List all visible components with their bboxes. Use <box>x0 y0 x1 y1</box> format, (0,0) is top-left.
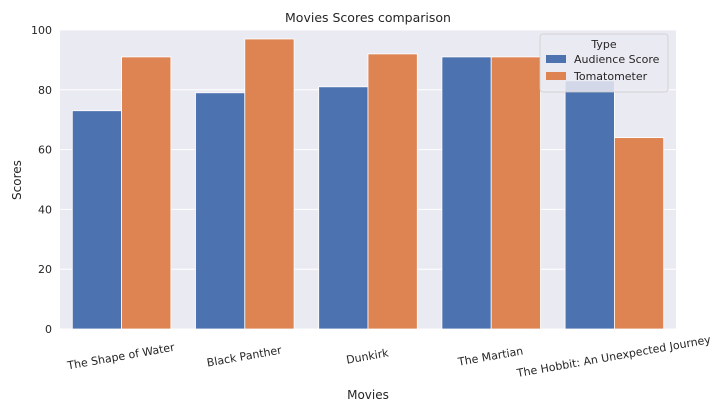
y-tick-labels: 0 20 40 60 80 100 <box>31 24 52 336</box>
x-axis-label: Movies <box>347 388 389 402</box>
bar-audience-score-3 <box>441 56 492 330</box>
x-tick-label: Dunkirk <box>345 346 390 366</box>
bar-tomatometer-2 <box>367 53 418 330</box>
bar-audience-score-1 <box>195 92 246 330</box>
x-tick-labels: The Shape of Water Black Panther Dunkirk Th… <box>65 333 712 380</box>
bar-audience-score-4 <box>564 80 615 330</box>
legend-frame <box>539 33 669 93</box>
y-tick-label: 0 <box>45 323 52 336</box>
x-tick-label: The Hobbit: An Unexpected Journey <box>515 333 712 380</box>
y-tick-label: 80 <box>38 84 52 97</box>
y-tick-label: 100 <box>31 24 52 37</box>
bar-audience-score-2 <box>318 86 369 330</box>
y-tick-label: 60 <box>38 144 52 157</box>
bars <box>71 38 665 330</box>
legend-label-tomatometer: Tomatometer <box>573 70 648 83</box>
bar-tomatometer-4 <box>614 137 665 330</box>
x-tick-label: Black Panther <box>206 343 283 369</box>
legend: Type Audience Score Tomatometer <box>539 33 669 93</box>
bar-tomatometer-1 <box>244 38 295 330</box>
bar-tomatometer-0 <box>121 56 172 330</box>
x-tick-label: The Shape of Water <box>65 341 176 373</box>
x-tick-label: The Martian <box>456 344 524 368</box>
legend-swatch-audience-score <box>546 55 566 63</box>
chart-title: Movies Scores comparison <box>285 10 451 25</box>
y-tick-label: 20 <box>38 263 52 276</box>
legend-swatch-tomatometer <box>546 72 566 80</box>
bar-audience-score-0 <box>71 110 122 330</box>
legend-label-audience-score: Audience Score <box>574 53 660 66</box>
bar-tomatometer-3 <box>490 56 541 330</box>
y-tick-label: 40 <box>38 203 52 216</box>
y-axis-label: Scores <box>10 160 24 200</box>
legend-title: Type <box>590 38 616 51</box>
